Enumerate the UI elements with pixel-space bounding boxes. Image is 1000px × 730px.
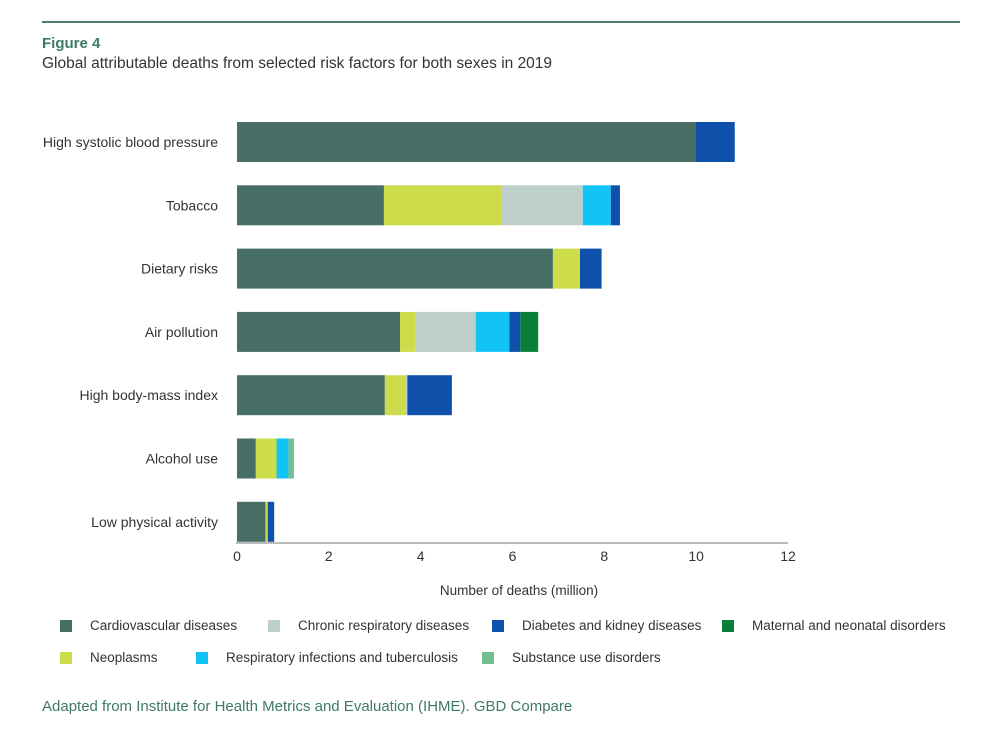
bar-segment (415, 311, 476, 352)
legend-label: Neoplasms (90, 650, 158, 665)
legend-label: Chronic respiratory diseases (298, 618, 470, 633)
source-note: Adapted from Institute for Health Metric… (42, 698, 573, 715)
legend-label: Cardiovascular diseases (90, 618, 238, 633)
category-label: High systolic blood pressure (43, 134, 218, 150)
bar-segment (237, 248, 553, 289)
legend-swatch (268, 619, 280, 632)
bar-segment (237, 501, 266, 542)
legend-item: Cardiovascular diseases (60, 618, 237, 633)
bar-segment (265, 501, 268, 542)
bar-segment (501, 185, 583, 226)
legend-swatch (492, 619, 504, 632)
category-label: Dietary risks (141, 261, 218, 277)
bar-segment (237, 311, 401, 352)
bar-segment (237, 438, 256, 479)
x-tick-label: 10 (688, 548, 704, 564)
legend-swatch (722, 619, 734, 632)
category-label: Low physical activity (91, 514, 218, 530)
bar-segment (383, 185, 502, 226)
bar-segment (237, 185, 384, 226)
bar-segment (695, 122, 735, 162)
x-tick-label: 2 (325, 548, 333, 564)
x-tick-label: 8 (600, 548, 608, 564)
legend-label: Maternal and neonatal disorders (752, 618, 946, 633)
legend-swatch (482, 651, 494, 664)
legend-item: Neoplasms (60, 650, 158, 665)
bar-segment (407, 375, 452, 416)
legend-item: Chronic respiratory diseases (268, 618, 469, 633)
legend-item: Substance use disorders (482, 650, 661, 665)
x-axis-title: Number of deaths (million) (440, 583, 598, 598)
legend-item: Maternal and neonatal disorders (722, 618, 946, 633)
bar-segment (237, 122, 696, 162)
top-rule (42, 21, 960, 23)
bar-segment (405, 375, 408, 416)
category-label: Air pollution (145, 324, 218, 340)
legend-item: Diabetes and kidney diseases (492, 618, 701, 633)
bar-segment (400, 311, 416, 352)
bar-segment (288, 438, 294, 479)
bar-segment (520, 311, 539, 352)
x-tick-label: 12 (780, 548, 796, 564)
x-tick-label: 6 (509, 548, 517, 564)
figure-label: Figure 4 (42, 35, 101, 52)
bar-segment (610, 185, 620, 226)
bar-segment (582, 185, 611, 226)
category-label: Tobacco (166, 197, 218, 213)
legend-swatch (60, 619, 72, 632)
bar-segment (267, 501, 275, 542)
bar-segment (384, 375, 406, 416)
legend-label: Substance use disorders (512, 650, 661, 665)
bar-segment (276, 438, 289, 479)
category-label: High body-mass index (79, 387, 218, 403)
bar-segment (475, 311, 510, 352)
x-tick-label: 0 (233, 548, 241, 564)
bar-chart: High systolic blood pressure Tobacco Dieta… (43, 122, 796, 598)
category-label: Alcohol use (146, 451, 219, 467)
legend-label: Diabetes and kidney diseases (522, 618, 702, 633)
bar-segment (552, 248, 580, 289)
bar-segment (579, 248, 602, 289)
legend-label: Respiratory infections and tuberculosis (226, 650, 458, 665)
bar-segment (255, 438, 277, 479)
x-tick-label: 4 (417, 548, 425, 564)
bar-segment (509, 311, 521, 352)
legend-swatch (60, 651, 72, 664)
legend-swatch (196, 651, 208, 664)
legend-item: Respiratory infections and tuberculosis (196, 650, 458, 665)
chart-subtitle: Global attributable deaths from selected… (42, 55, 553, 72)
bar-segment (237, 375, 385, 416)
